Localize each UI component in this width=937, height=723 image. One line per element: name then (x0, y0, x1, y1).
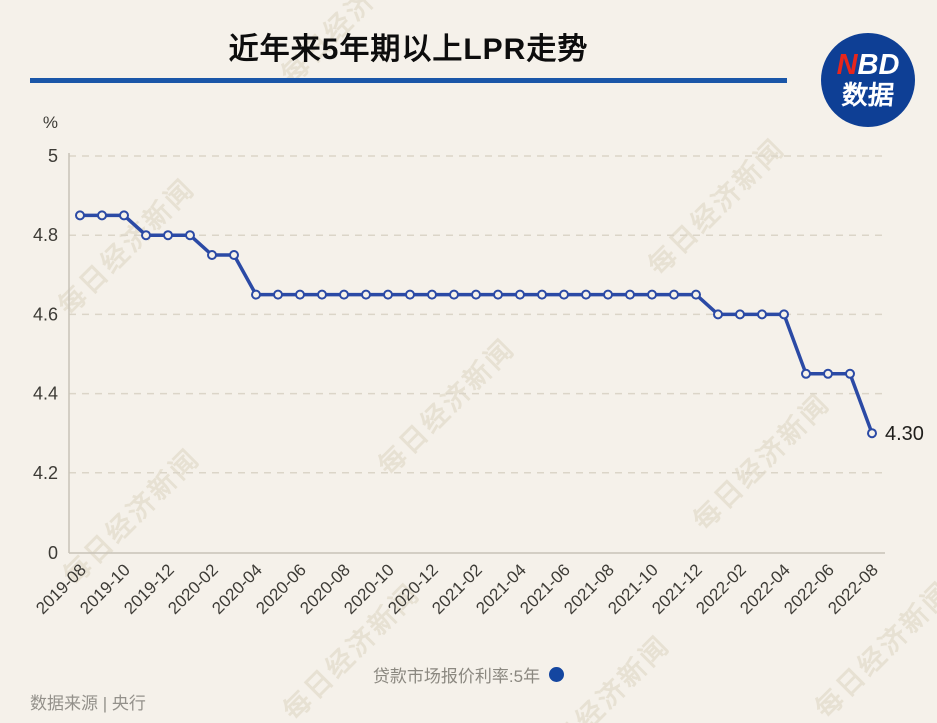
data-point-marker (823, 368, 833, 379)
y-tick-label: 4.6 (33, 304, 58, 324)
lpr-series-line (78, 213, 874, 435)
y-tick-label: 4.8 (33, 225, 58, 245)
legend: 贷款市场报价利率:5年 (0, 662, 937, 687)
data-point-marker (141, 230, 151, 241)
data-point-marker (229, 250, 239, 260)
page-title: 近年来5年期以上LPR走势 (228, 33, 589, 66)
data-point-marker (691, 289, 701, 300)
data-point-marker (845, 368, 855, 379)
y-tick-label: 4.4 (33, 384, 58, 404)
y-axis-unit: % (43, 113, 58, 132)
data-point-marker (361, 289, 371, 300)
data-point-marker (251, 289, 261, 300)
data-point-marker (801, 368, 811, 379)
data-point-marker (163, 230, 173, 241)
data-point-marker (75, 210, 85, 221)
data-point-marker (669, 289, 679, 300)
title-divider (30, 78, 787, 83)
data-point-marker (647, 289, 657, 300)
data-point-marker (757, 309, 767, 320)
y-tick-label: 0 (48, 543, 58, 563)
legend-label: 贷款市场报价利率:5年 (372, 667, 541, 686)
data-point-marker (867, 428, 877, 439)
data-point-marker (493, 289, 503, 300)
data-point-marker (339, 289, 349, 300)
y-tick-label: 5 (48, 146, 58, 166)
last-value-label: 4.30 (885, 423, 924, 445)
data-point-marker (625, 289, 635, 300)
data-point-marker (273, 289, 283, 300)
data-point-marker (471, 289, 481, 300)
data-point-marker (427, 289, 437, 300)
nbd-logo-text: NBD (837, 50, 900, 80)
data-point-marker (97, 210, 107, 221)
legend-dot-icon (549, 667, 565, 682)
data-source: 数据来源 | 央行 (30, 694, 146, 713)
data-point-marker (317, 289, 327, 300)
nbd-logo-subtitle: 数据 (840, 79, 896, 110)
data-point-marker (515, 289, 525, 300)
nbd-logo-letter-n: N (836, 49, 858, 82)
data-point-marker (581, 289, 591, 300)
data-point-marker (295, 289, 305, 300)
data-point-marker (713, 309, 723, 320)
data-point-marker (449, 289, 459, 300)
y-tick-label: 4.2 (33, 463, 58, 483)
nbd-logo: NBD 数据 (821, 33, 915, 127)
data-point-marker (537, 289, 547, 300)
data-point-marker (119, 210, 129, 221)
data-point-marker (603, 289, 613, 300)
data-point-marker (383, 289, 393, 300)
nbd-logo-letters-bd: BD (857, 49, 900, 82)
data-point-marker (185, 230, 195, 241)
data-point-marker (779, 309, 789, 320)
data-point-marker (207, 250, 217, 260)
data-point-marker (405, 289, 415, 300)
data-point-marker (559, 289, 569, 300)
data-point-marker (735, 309, 745, 320)
